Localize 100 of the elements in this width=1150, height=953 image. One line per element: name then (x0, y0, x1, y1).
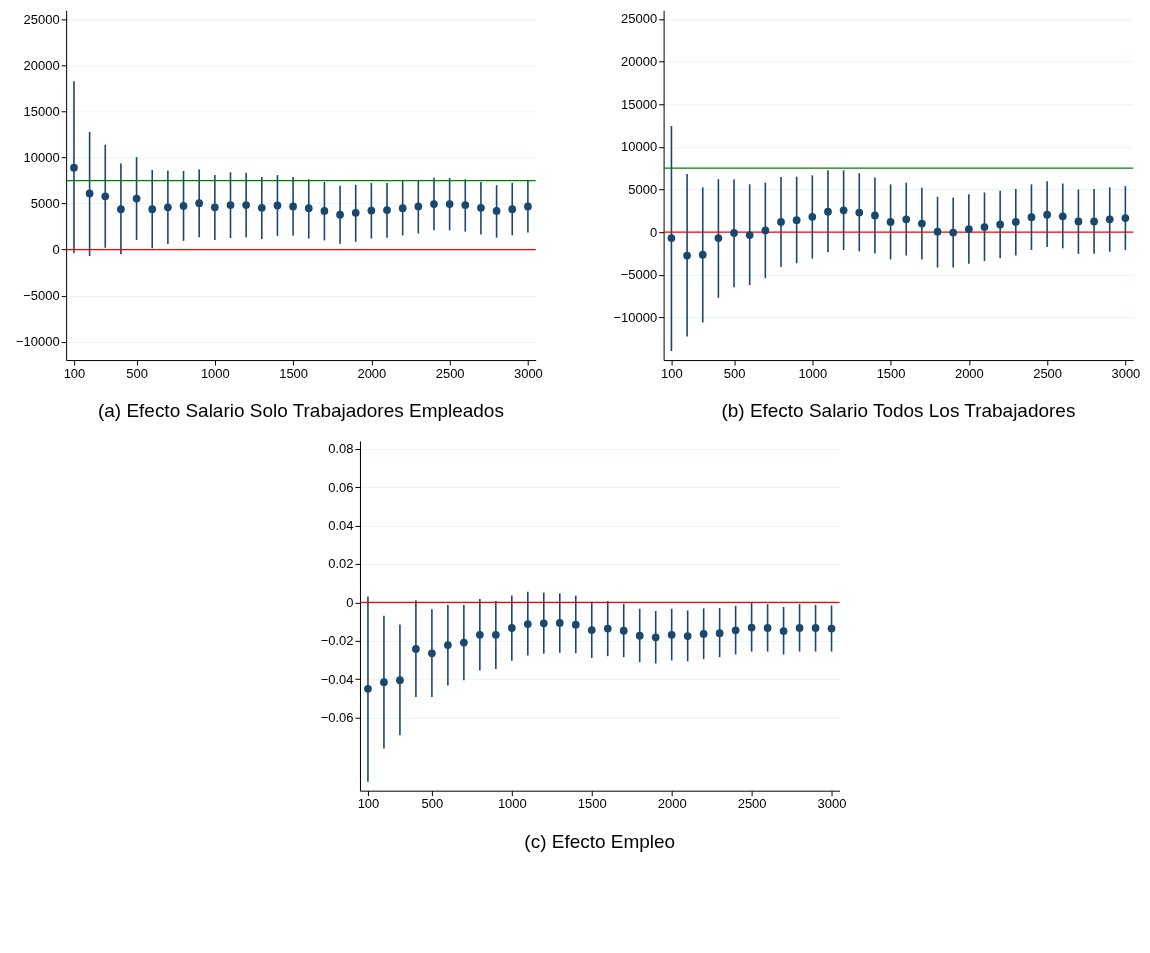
point (164, 203, 172, 212)
y-tick-label: 15000 (23, 104, 60, 120)
point (886, 218, 895, 226)
y-tick-label: 0 (346, 594, 354, 610)
x-tick-label: 100 (661, 365, 683, 381)
point (714, 234, 723, 242)
point (428, 649, 436, 658)
point (839, 206, 848, 215)
point (619, 626, 628, 635)
y-tick-label: 0.06 (328, 479, 354, 495)
point (273, 201, 282, 210)
point (698, 250, 707, 259)
y-tick-label: 0.02 (328, 556, 354, 572)
point (383, 206, 391, 214)
point (257, 203, 266, 212)
point (320, 207, 329, 215)
point (336, 210, 344, 219)
text: (a) Efecto Salario Solo Trabajadores Empleados (97, 400, 504, 422)
point (777, 218, 785, 226)
y-tick-label: −0.02 (320, 633, 354, 649)
x-tick-label: 100 (357, 796, 380, 812)
x-tick-label: 100 (63, 365, 86, 381)
point (918, 219, 926, 228)
point (523, 620, 532, 628)
point (1011, 218, 1020, 226)
point (761, 226, 770, 235)
x-tick-label: 1000 (798, 365, 828, 381)
point (492, 207, 501, 215)
point (827, 624, 836, 633)
point (902, 215, 911, 224)
point (398, 204, 407, 213)
point (933, 227, 942, 236)
point (367, 206, 376, 215)
point (70, 163, 78, 172)
x-tick-label: 2500 (737, 796, 767, 812)
point (1074, 217, 1083, 226)
y-tick-label: 0.04 (328, 518, 354, 534)
point (1043, 210, 1051, 219)
point (747, 623, 756, 632)
point (524, 202, 532, 211)
point (980, 223, 989, 231)
x-tick-label: 3000 (513, 365, 543, 381)
y-tick-label: 5000 (628, 181, 658, 197)
point (795, 624, 804, 632)
x-tick-label: 2500 (435, 365, 465, 381)
text: (c) Efecto Empleo (524, 830, 676, 852)
point (1090, 217, 1098, 226)
x-tick-label: 2000 (357, 365, 387, 381)
point (811, 624, 820, 632)
point (683, 251, 691, 260)
point (242, 201, 251, 209)
point (364, 684, 372, 693)
point (430, 200, 438, 208)
point (808, 212, 817, 221)
point (445, 200, 454, 208)
x-tick-label: 2000 (657, 796, 687, 812)
point (414, 202, 423, 211)
point (507, 624, 516, 632)
point (380, 678, 388, 686)
y-tick-label: 0.08 (328, 441, 354, 457)
point (855, 208, 864, 217)
point (667, 631, 676, 639)
point (226, 201, 235, 209)
y-tick-label: −10000 (613, 309, 658, 325)
y-tick-label: 10000 (23, 150, 60, 166)
point (731, 626, 740, 635)
x-tick-label: 1500 (577, 796, 607, 812)
point (461, 201, 470, 209)
x-tick-label: 500 (723, 365, 746, 381)
x-tick-label: 2500 (1033, 365, 1063, 381)
y-tick-label: 20000 (621, 54, 658, 70)
point (117, 205, 125, 213)
point (85, 189, 94, 198)
point (460, 638, 468, 647)
point (555, 619, 564, 627)
x-tick-label: 500 (126, 365, 148, 381)
y-tick-label: −0.04 (320, 671, 354, 687)
y-tick-label: −0.06 (320, 710, 354, 726)
y-tick-label: 0 (52, 242, 60, 258)
x-tick-label: 500 (421, 796, 444, 812)
point (148, 205, 157, 213)
point (491, 631, 500, 639)
point (444, 641, 452, 649)
y-tick-label: 5000 (30, 196, 60, 212)
point (964, 225, 973, 233)
x-tick-label: 1500 (876, 365, 906, 381)
point (412, 645, 420, 653)
point (477, 203, 485, 212)
point (779, 627, 788, 635)
point (635, 631, 644, 640)
y-tick-label: 25000 (23, 12, 60, 28)
x-tick-label: 3000 (1111, 365, 1141, 381)
y-tick-label: −10000 (15, 334, 60, 350)
point (475, 631, 484, 639)
y-tick-label: 10000 (621, 139, 658, 155)
y-tick-label: −5000 (23, 288, 60, 304)
point (699, 630, 708, 638)
point (289, 202, 297, 211)
point (539, 619, 548, 628)
point (132, 194, 141, 203)
